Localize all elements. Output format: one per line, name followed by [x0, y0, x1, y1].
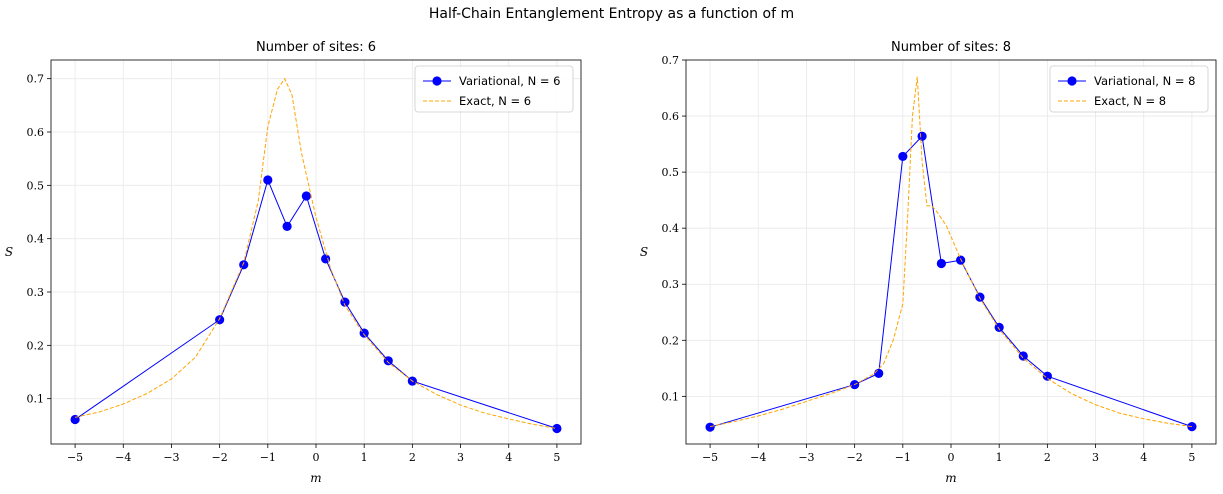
panel-sites-8: Number of sites: 8 −5 −4 −3 −2 −1 0 1 2 3 4 5 0.1 0.2…: [640, 40, 1217, 485]
y-tick-label: 0.5: [662, 166, 680, 179]
series-line-exact: [74, 77, 557, 430]
plot-area: [705, 76, 1197, 432]
x-tick-label: −4: [115, 451, 131, 464]
data-point: [874, 368, 884, 378]
y-axis-label: S: [640, 245, 648, 259]
x-tick-label: 3: [457, 451, 464, 464]
plot-frame: [685, 59, 1217, 445]
y-axis-label: S: [5, 245, 13, 259]
x-tick-label: −4: [750, 451, 766, 464]
data-point: [383, 356, 393, 366]
data-point: [994, 322, 1004, 332]
chart-title: Number of sites: 6: [256, 40, 376, 55]
y-tick-label: 0.2: [27, 339, 45, 352]
figure-suptitle: Half-Chain Entanglement Entropy as a fun…: [428, 6, 795, 22]
y-tick-label: 0.1: [27, 393, 45, 406]
y-tick-label: 0.4: [27, 233, 45, 246]
data-point: [936, 258, 946, 269]
data-point: [917, 131, 927, 141]
data-point: [705, 422, 715, 432]
x-tick-label: 2: [1044, 451, 1051, 464]
data-point: [239, 260, 249, 270]
data-point: [1042, 371, 1052, 381]
x-axis-label: m: [310, 471, 321, 485]
plot-area: [70, 77, 562, 434]
y-tick-label: 0.7: [27, 73, 45, 86]
series-line-variational: [74, 178, 558, 430]
legend-box: [414, 65, 574, 113]
legend-label: Variational, N = 8: [1094, 74, 1195, 88]
y-tick-label: 0.3: [662, 278, 680, 291]
legend-label: Variational, N = 6: [459, 74, 560, 88]
x-tick-label: 4: [505, 451, 512, 464]
y-tick-label: 0.6: [27, 126, 45, 139]
x-tick-label: −2: [847, 451, 863, 464]
data-point: [301, 191, 311, 201]
plot-frame: [50, 59, 582, 445]
x-axis-label: m: [945, 471, 956, 485]
legend-box: [1049, 65, 1209, 113]
x-tick-label: 5: [1188, 451, 1195, 464]
y-tick-label: 0.2: [662, 334, 680, 347]
data-point: [552, 423, 562, 434]
panel-sites-6: Number of sites: 6 −5 −4 −3 −2 −1 0 1 2 3 4 5 0.1 0.2…: [5, 40, 582, 485]
x-tick-label: 0: [948, 451, 955, 464]
series-line-exact: [709, 76, 1192, 428]
x-tick-label: 3: [1092, 451, 1099, 464]
x-tick-label: −2: [212, 451, 228, 464]
x-tick-label: −3: [163, 451, 179, 464]
x-tick-label: −1: [895, 451, 911, 464]
legend: Variational, N = 6 Exact, N = 6: [414, 65, 574, 113]
legend: Variational, N = 8 Exact, N = 8: [1049, 65, 1209, 113]
x-tick-label: 1: [361, 451, 368, 464]
data-point: [898, 151, 908, 162]
legend-marker: [432, 76, 442, 86]
data-point: [1187, 422, 1197, 432]
x-tick-label: 2: [409, 451, 416, 464]
data-point: [263, 175, 273, 185]
x-tick-label: 5: [553, 451, 560, 464]
x-tick-label: 0: [313, 451, 320, 464]
y-tick-label: 0.7: [662, 54, 680, 67]
data-point: [215, 315, 225, 325]
legend-marker: [1067, 76, 1077, 86]
x-tick-label: −5: [702, 451, 718, 464]
legend-label: Exact, N = 6: [459, 94, 531, 108]
y-tick-label: 0.5: [27, 179, 45, 192]
y-tick-label: 0.1: [662, 390, 680, 403]
y-tick-label: 0.4: [662, 222, 680, 235]
data-point: [282, 221, 292, 231]
x-tick-label: −5: [67, 451, 83, 464]
x-tick-label: −3: [798, 451, 814, 464]
chart-title: Number of sites: 8: [891, 40, 1011, 55]
data-point: [1018, 351, 1028, 361]
x-tick-label: 4: [1140, 451, 1147, 464]
y-tick-label: 0.6: [662, 110, 680, 123]
x-tick-label: 1: [996, 451, 1003, 464]
legend-label: Exact, N = 8: [1094, 94, 1166, 108]
data-point: [321, 254, 331, 264]
y-tick-label: 0.3: [27, 286, 45, 299]
x-tick-label: −1: [260, 451, 276, 464]
